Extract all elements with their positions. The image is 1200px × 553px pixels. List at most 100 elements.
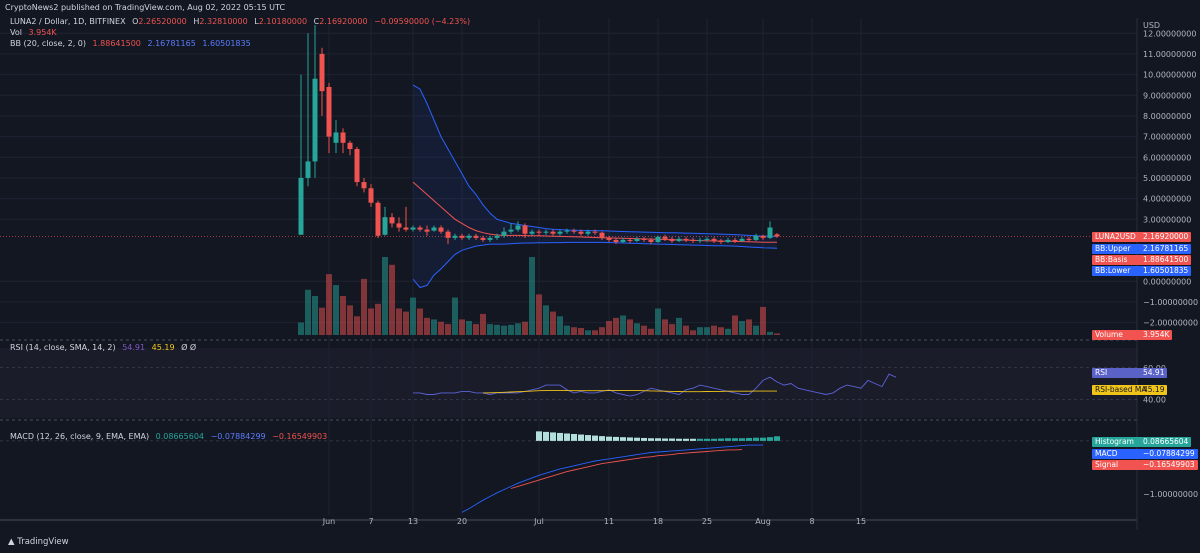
volume-bar — [375, 303, 381, 335]
price-tick-label: 5.00000000 — [1143, 174, 1191, 183]
volume-bar — [312, 296, 318, 335]
badge-signal-value: −0.16549903 — [1143, 460, 1195, 469]
macd-histogram-bar — [536, 431, 542, 441]
volume-bar — [522, 321, 528, 335]
candle-body — [522, 225, 528, 234]
macd-histogram-bar — [669, 438, 675, 441]
macd-histogram-bar — [606, 436, 612, 441]
macd-histogram-bar — [571, 434, 577, 441]
price-tick-label: 12.00000000 — [1143, 29, 1196, 38]
candle-body — [718, 240, 724, 242]
volume-bar — [543, 305, 549, 335]
macd-signal-line — [510, 449, 743, 489]
volume-bar — [767, 331, 773, 335]
candle-body — [564, 230, 570, 232]
badge-histogram-name: Histogram — [1095, 437, 1134, 446]
time-tick-label: 8 — [809, 517, 814, 526]
volume-bar — [389, 264, 395, 335]
price-tick-label: 10.00000000 — [1143, 71, 1196, 80]
volume-bar — [529, 257, 535, 335]
volume-bar — [396, 308, 402, 335]
macd-line — [461, 444, 763, 513]
candle-body — [613, 239, 619, 242]
macd-label: MACD (12, 26, close, 9, EMA, EMA) — [10, 432, 150, 441]
candle-body — [620, 239, 626, 242]
candle-body — [312, 78, 318, 162]
candle-body — [361, 182, 367, 189]
volume-bar — [571, 327, 577, 335]
candle-body — [466, 235, 472, 238]
macd-signal-value: −0.16549903 — [272, 432, 328, 441]
badge-volume: Volume 3.954K — [1092, 330, 1173, 340]
macd-histogram-bar — [543, 431, 549, 441]
badge-bb-lower-value: 1.60501835 — [1143, 266, 1189, 275]
candle-body — [298, 177, 304, 235]
volume-bar — [704, 327, 710, 335]
candle-body — [550, 231, 556, 234]
candle-body — [473, 235, 479, 238]
macd-histogram-bar — [578, 434, 584, 441]
rsi-ma-value: 45.19 — [151, 343, 175, 352]
candle-body — [396, 223, 402, 228]
volume-bar — [515, 323, 521, 335]
price-tick-label: 6.00000000 — [1143, 153, 1191, 162]
candle-body — [683, 238, 689, 240]
volume-bar — [592, 330, 598, 335]
badge-histogram: Histogram 0.08665604 — [1092, 437, 1192, 447]
volume-bar — [711, 325, 717, 335]
badge-bb-lower: BB:Lower 1.60501835 — [1092, 266, 1192, 276]
volume-bar — [354, 316, 360, 335]
candle-body — [669, 238, 675, 241]
rsi-value: 54.91 — [122, 343, 146, 352]
time-tick-label: 20 — [457, 517, 467, 526]
candle-body — [347, 142, 353, 149]
volume-bar — [508, 324, 514, 335]
volume-bar — [627, 319, 633, 335]
volume-bar — [361, 278, 367, 335]
time-tick-label: 15 — [856, 517, 866, 526]
badge-signal: Signal −0.16549903 — [1092, 460, 1198, 470]
volume-label: Vol — [10, 28, 22, 37]
volume-bar — [613, 317, 619, 335]
candle-body — [543, 231, 549, 233]
badge-bb-upper-name: BB:Upper — [1095, 244, 1131, 253]
volume-bar — [431, 319, 437, 335]
macd-histogram-bar — [732, 438, 738, 441]
price-tick-label: 0.00000000 — [1143, 277, 1191, 286]
badge-bb-upper: BB:Upper 2.16781165 — [1092, 244, 1192, 254]
price-tick-label: −1.00000000 — [1143, 298, 1198, 307]
candle-body — [767, 227, 773, 238]
candle-body — [662, 236, 668, 239]
time-tick-label: Jun — [322, 517, 336, 526]
rsi-extra: Ø Ø — [181, 343, 197, 352]
volume-bar — [319, 307, 325, 335]
candle-body — [746, 238, 752, 240]
candle-body — [480, 237, 486, 240]
candle-body — [697, 239, 703, 241]
candle-body — [375, 202, 381, 236]
volume-bar — [557, 316, 563, 335]
macd-histogram-bar — [690, 438, 696, 441]
volume-bar — [368, 308, 374, 335]
badge-volume-name: Volume — [1095, 330, 1123, 339]
macd-histogram-bar — [718, 438, 724, 441]
badge-volume-value: 3.954K — [1143, 330, 1170, 339]
volume-bar — [655, 308, 661, 335]
price-tick-label: −2.00000000 — [1143, 319, 1198, 328]
volume-bar — [466, 320, 472, 335]
tradingview-brand[interactable]: ▲ TradingView — [8, 537, 69, 547]
macd-histogram-bar — [760, 437, 766, 441]
candle-body — [739, 238, 745, 241]
symbol-legend: LUNA2 / Dollar, 1D, BITFINEX O2.26520000… — [10, 17, 470, 26]
volume-bar — [564, 325, 570, 335]
high-key: H — [193, 17, 200, 26]
candle-body — [508, 229, 514, 232]
volume-bar — [382, 257, 388, 335]
candle-body — [326, 87, 332, 137]
macd-histogram-bar — [655, 438, 661, 441]
candle-body — [382, 217, 388, 235]
rsi-label: RSI (14, close, SMA, 14, 2) — [10, 343, 116, 352]
macd-histogram-bar — [564, 433, 570, 441]
macd-hist-value: 0.08665604 — [155, 432, 205, 441]
